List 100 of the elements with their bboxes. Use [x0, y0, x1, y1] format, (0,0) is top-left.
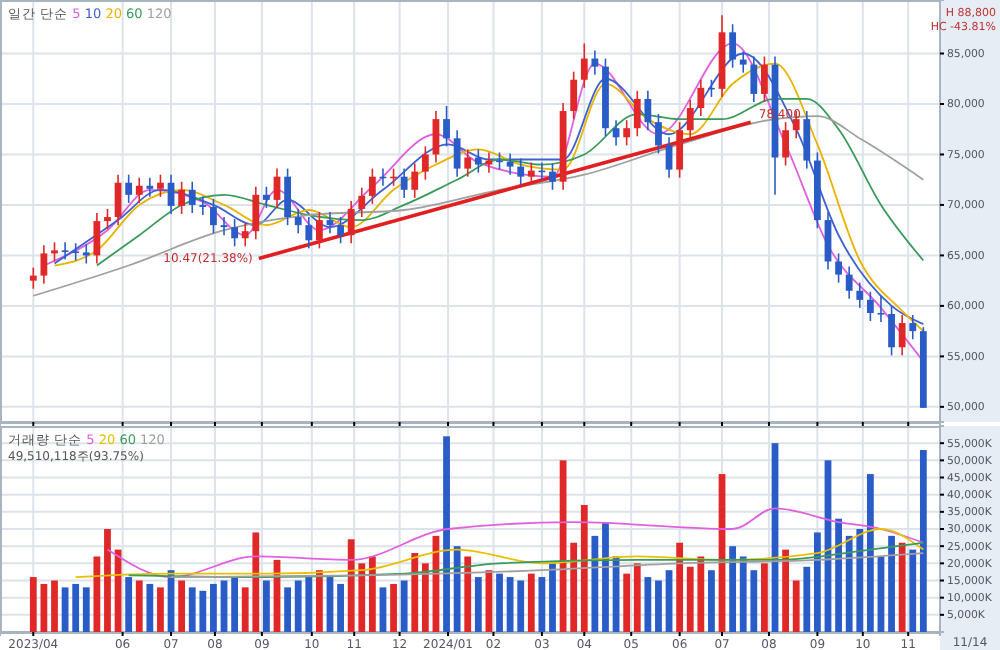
bar — [157, 587, 164, 632]
bar — [527, 573, 535, 632]
candlestick — [761, 55, 768, 103]
bar — [146, 583, 154, 632]
bar — [178, 580, 186, 632]
candlestick — [655, 113, 662, 155]
bar — [411, 553, 419, 632]
candlestick — [400, 167, 408, 199]
bar — [464, 556, 472, 632]
bar — [231, 577, 239, 632]
candlestick — [347, 200, 355, 245]
candlestick — [517, 157, 525, 186]
candlestick — [61, 241, 69, 261]
candlestick — [135, 176, 143, 204]
bar — [421, 563, 429, 632]
candlestick — [199, 196, 207, 216]
bar — [390, 583, 397, 632]
candlestick — [411, 162, 419, 199]
candlestick — [337, 216, 344, 245]
candlestick — [210, 198, 217, 235]
bar — [496, 573, 503, 632]
bar — [898, 542, 906, 632]
candlestick — [40, 244, 48, 285]
candlestick — [453, 129, 461, 178]
bar — [135, 580, 143, 632]
candlestick — [178, 180, 186, 215]
candlestick — [803, 110, 811, 170]
candlestick — [506, 152, 514, 176]
candlestick — [315, 211, 323, 250]
bar — [284, 587, 291, 632]
bar — [104, 529, 111, 632]
bar — [474, 577, 482, 632]
bar — [125, 577, 133, 632]
bar — [443, 436, 450, 632]
candlestick — [877, 295, 885, 323]
bar — [835, 518, 842, 632]
bar — [315, 570, 323, 632]
candlestick — [527, 161, 535, 186]
candlestick — [125, 173, 133, 204]
bar — [93, 556, 101, 632]
candlestick — [665, 136, 673, 179]
bar — [644, 577, 652, 632]
candlestick — [909, 314, 917, 341]
candlestick — [29, 266, 37, 290]
candlestick — [591, 49, 599, 76]
candlestick — [697, 78, 705, 117]
candlestick — [82, 243, 90, 265]
candlestick — [898, 314, 906, 357]
candlestick — [188, 180, 196, 214]
candlestick — [474, 148, 482, 174]
candlestick — [856, 281, 864, 309]
bar — [51, 580, 58, 632]
bar — [82, 587, 90, 632]
candlestick — [549, 162, 556, 191]
candlestick — [368, 167, 376, 205]
candlestick — [305, 216, 313, 250]
candlestick — [146, 176, 154, 198]
bar — [708, 570, 715, 632]
bar — [580, 504, 588, 632]
bar — [210, 583, 217, 632]
bar — [549, 563, 556, 632]
line-series — [74, 528, 925, 578]
candlestick — [241, 222, 249, 248]
candlestick — [729, 23, 737, 69]
bar — [792, 580, 800, 632]
candlestick — [51, 241, 58, 263]
candlestick — [464, 148, 472, 178]
bar — [803, 566, 811, 632]
bar — [888, 535, 895, 632]
candlestick — [750, 55, 758, 103]
candlestick — [421, 145, 429, 181]
candlestick — [104, 208, 111, 230]
candlestick — [231, 218, 239, 248]
line-series — [95, 98, 925, 267]
bar — [400, 580, 408, 632]
candlestick — [93, 212, 101, 265]
candlestick — [644, 90, 652, 132]
bar — [761, 563, 768, 632]
bar — [919, 450, 927, 632]
bar — [782, 549, 789, 632]
bar — [72, 583, 80, 632]
bar — [591, 535, 599, 632]
line-series — [106, 507, 925, 578]
candlestick — [888, 305, 895, 357]
bar — [909, 549, 917, 632]
bar — [866, 474, 874, 632]
candlestick — [835, 252, 842, 284]
candlestick — [252, 185, 260, 241]
bar — [453, 546, 461, 632]
bar — [368, 556, 376, 632]
line-series — [170, 552, 925, 578]
candlestick — [845, 265, 853, 300]
candlestick — [782, 121, 789, 167]
bar — [337, 583, 344, 632]
bar — [570, 542, 578, 632]
candlestick — [580, 42, 588, 89]
candlestick — [294, 208, 302, 235]
candlestick — [866, 290, 874, 322]
bar — [729, 546, 737, 632]
candlestick — [157, 173, 164, 198]
